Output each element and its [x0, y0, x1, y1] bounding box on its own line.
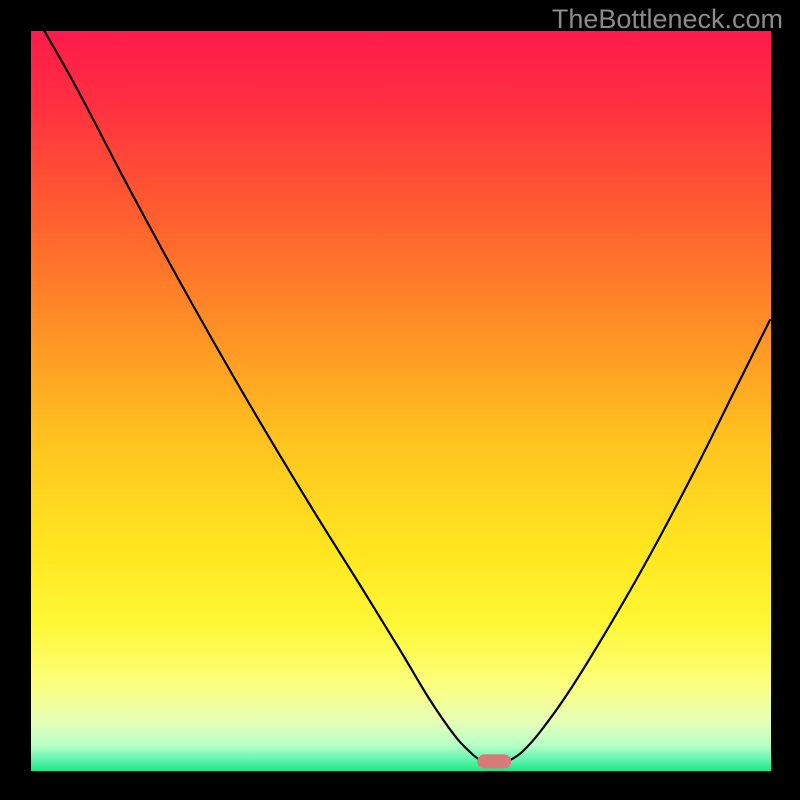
- optimal-marker: [477, 754, 511, 768]
- chart-stage: TheBottleneck.com: [0, 0, 800, 800]
- watermark-text: TheBottleneck.com: [552, 4, 783, 35]
- overlay-svg: [0, 0, 800, 800]
- bottleneck-curve: [31, 8, 770, 762]
